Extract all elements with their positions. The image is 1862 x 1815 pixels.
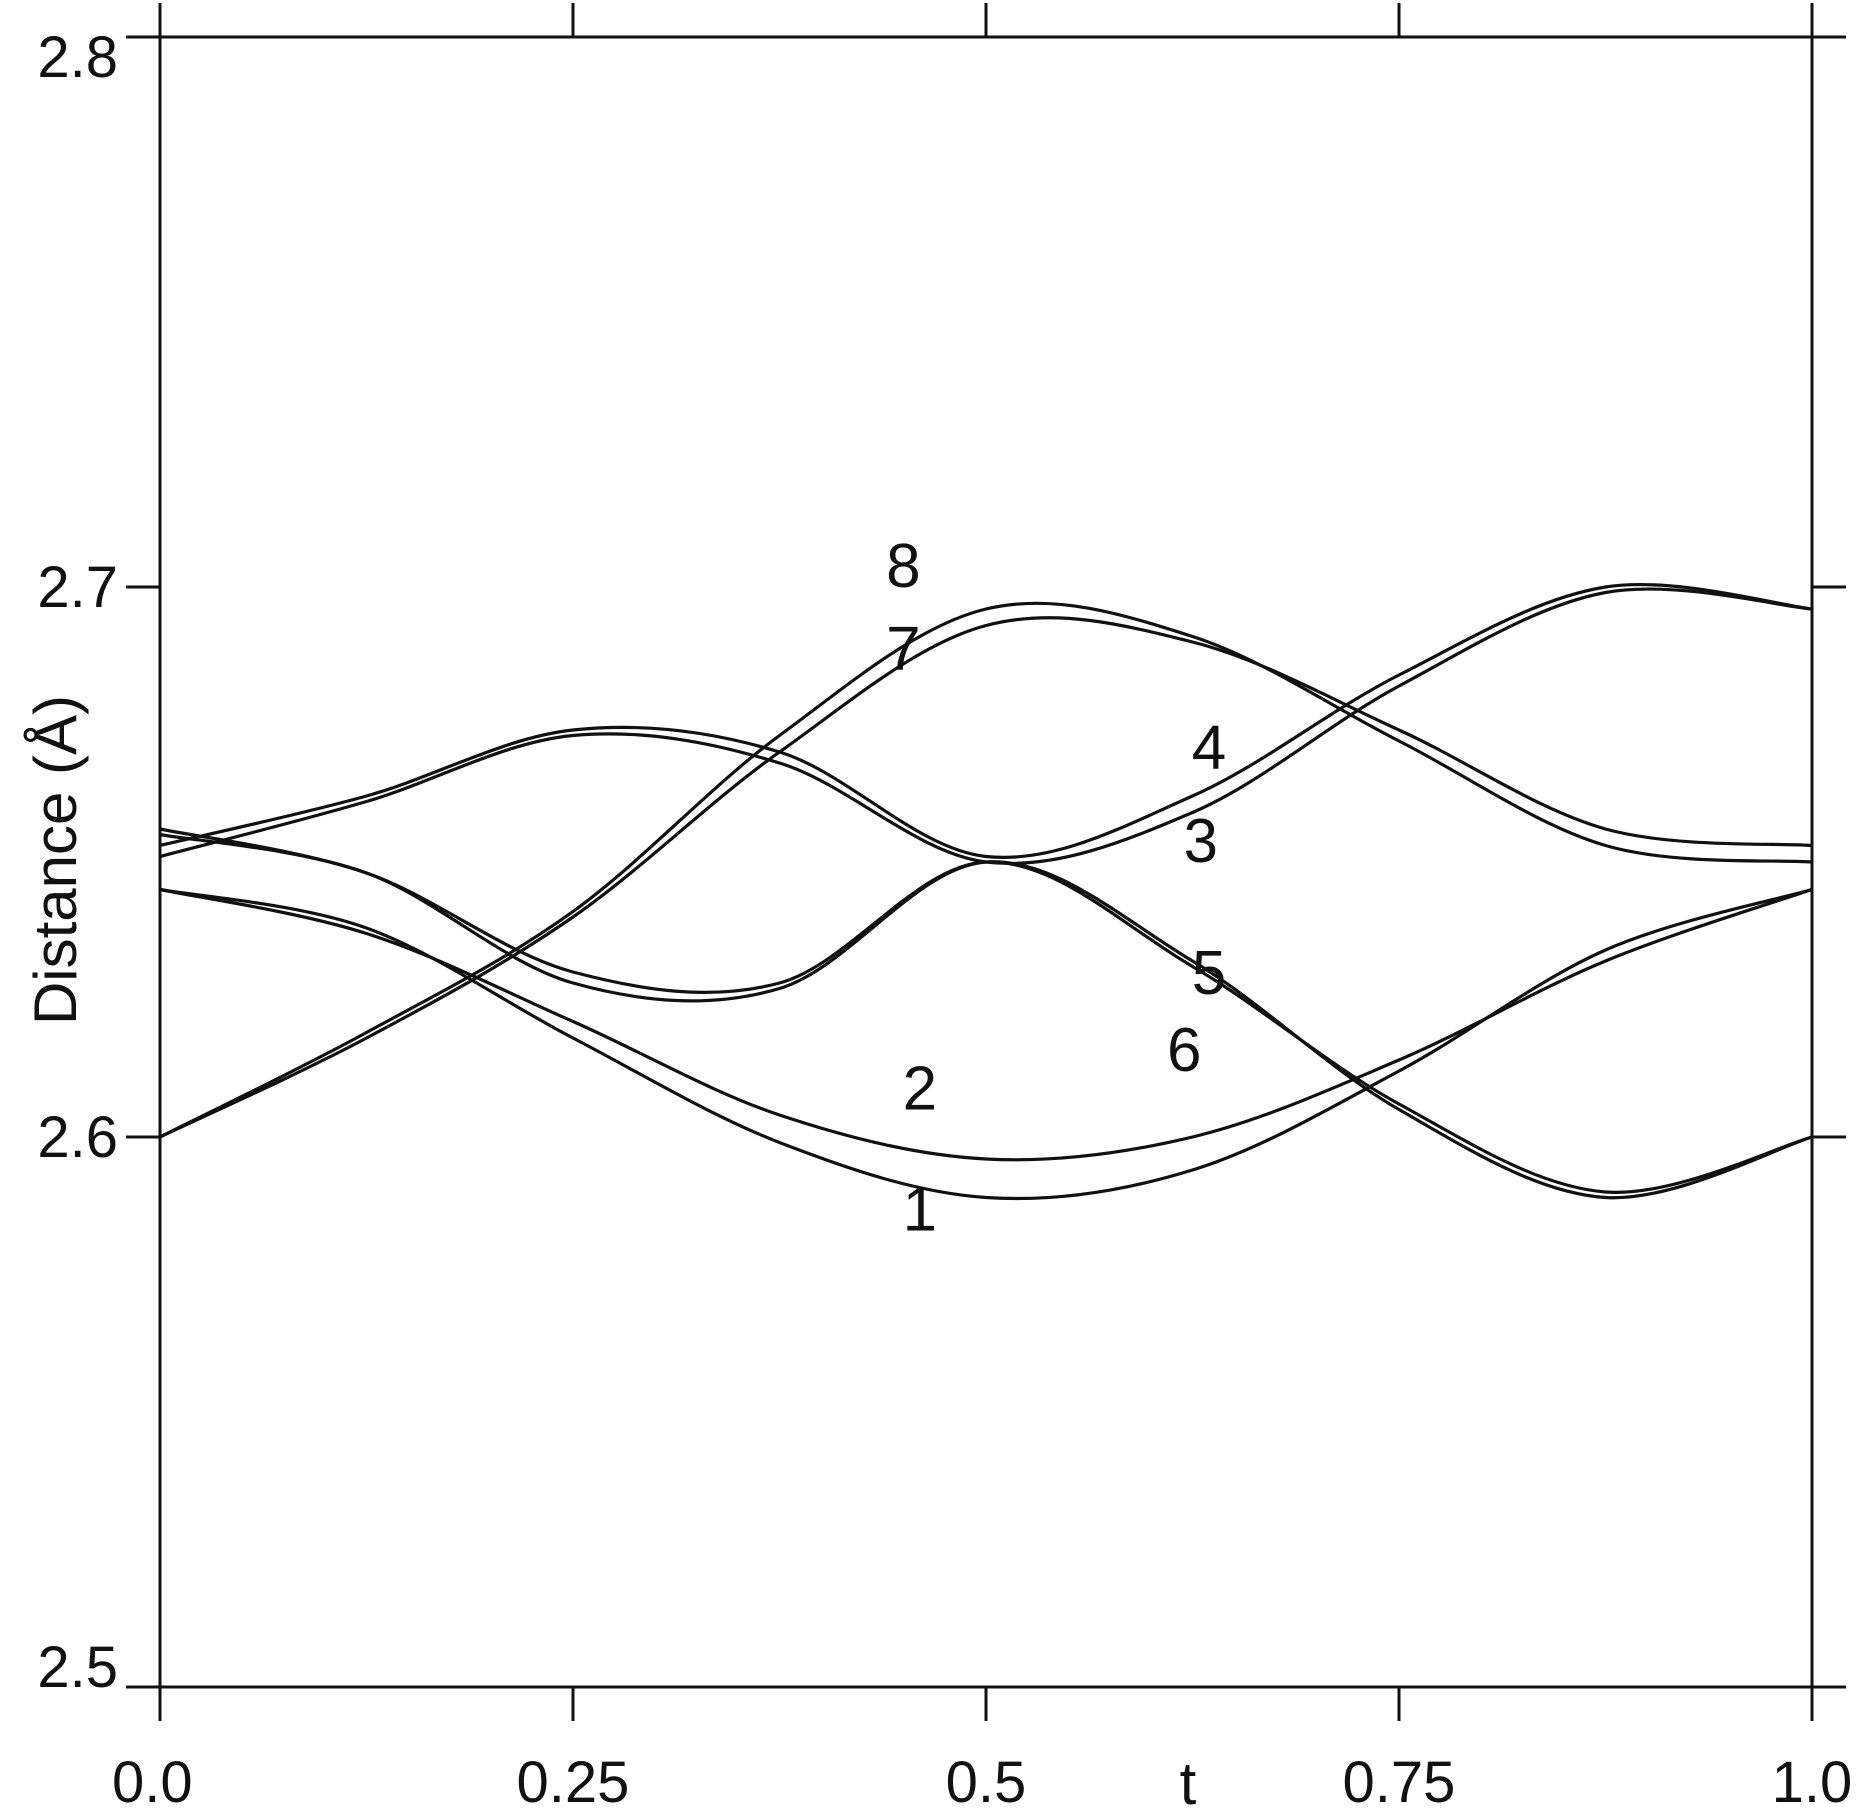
- y-tick-label: 2.8: [37, 25, 118, 90]
- curve-label-4: 4: [1192, 714, 1226, 783]
- curve-label-3: 3: [1184, 807, 1218, 876]
- axis-tick-labels: 0.0 0.25 0.5 0.75 1.0 2.5 2.6 2.7 2.8: [37, 25, 1852, 1815]
- curve-3: [159, 587, 1813, 866]
- y-tick-label: 2.6: [37, 1105, 118, 1170]
- x-tick-label: 0.75: [1343, 1750, 1456, 1815]
- y-axis-label: Distance (Å): [22, 695, 89, 1025]
- curve-labels: 1 2 3 4 5 6 7 8: [886, 532, 1226, 1245]
- curve-1: [159, 887, 1813, 1201]
- x-tick-label: 0.25: [517, 1750, 630, 1815]
- curve-label-2: 2: [903, 1055, 937, 1124]
- curve-label-6: 6: [1167, 1016, 1201, 1085]
- axis-ticks: [126, 3, 1846, 1721]
- x-tick-label: 1.0: [1772, 1750, 1853, 1815]
- curve-label-7: 7: [886, 615, 920, 684]
- curve-6: [159, 832, 1813, 1200]
- curve-label-5: 5: [1192, 939, 1226, 1008]
- x-tick-label: 0.0: [112, 1750, 193, 1815]
- curve-8: [159, 601, 1813, 1139]
- curve-4: [159, 582, 1813, 859]
- curve-label-1: 1: [903, 1176, 937, 1245]
- x-axis-label: t: [1180, 1750, 1197, 1815]
- y-tick-label: 2.5: [37, 1635, 118, 1700]
- y-tick-label: 2.7: [37, 555, 118, 620]
- data-curves: [159, 582, 1813, 1201]
- curve-2: [159, 887, 1813, 1162]
- curve-7: [159, 616, 1813, 1139]
- curve-label-8: 8: [886, 532, 920, 601]
- x-tick-label: 0.5: [946, 1750, 1027, 1815]
